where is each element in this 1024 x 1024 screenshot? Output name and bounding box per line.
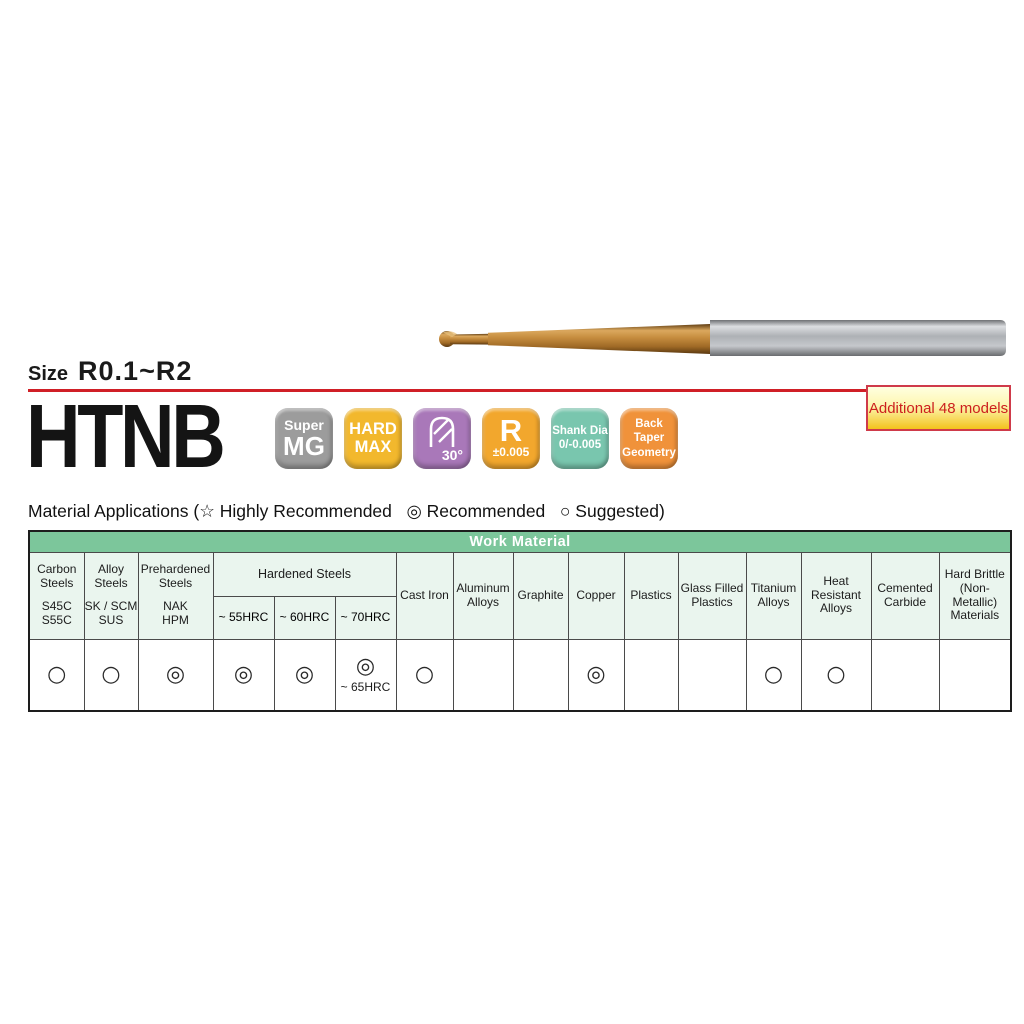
tapered-body bbox=[488, 324, 710, 354]
column-detail: SK / SCM SUS bbox=[84, 598, 138, 627]
column-header-plastics: Plastics bbox=[623, 551, 679, 640]
rating-symbol: ○ bbox=[47, 661, 67, 687]
column-name: Aluminum Alloys bbox=[456, 580, 510, 609]
r-tolerance-badge: R ±0.005 bbox=[482, 408, 540, 469]
column-header-copper: Copper bbox=[567, 551, 625, 640]
helix-30-badge: 30° bbox=[413, 408, 471, 469]
rating-symbol: ○ bbox=[763, 661, 784, 687]
subcolumn-label: ~ 70HRC bbox=[340, 609, 391, 624]
column-header-aluminum-alloys: Aluminum Alloys bbox=[452, 551, 514, 640]
shank-dia-badge: Shank Dia 0/-0.005 bbox=[551, 408, 609, 469]
subcolumn-70hrc: ~ 70HRC bbox=[334, 595, 397, 640]
subcolumn-label: ~ 60HRC bbox=[279, 609, 330, 624]
column-name: Prehardened Steels bbox=[140, 562, 211, 591]
column-header-carbon-steels: Carbon Steels S45C S55C bbox=[28, 551, 85, 640]
additional-models-note: Additional 48 models bbox=[866, 385, 1011, 431]
rating-cell-plastics bbox=[623, 638, 679, 712]
rating-cell-prehardened-steels: ◎ bbox=[137, 638, 214, 712]
shank bbox=[710, 320, 1006, 356]
end-mill-product-image bbox=[439, 320, 1006, 356]
product-name: HTNB bbox=[26, 387, 226, 487]
column-header-titanium-alloys: Titanium Alloys bbox=[745, 551, 802, 640]
rating-cell-graphite bbox=[512, 638, 569, 712]
badge-text: Back Taper bbox=[633, 417, 665, 445]
column-header-alloy-steels: Alloy Steels SK / SCM SUS bbox=[83, 551, 139, 640]
column-name: Titanium Alloys bbox=[750, 580, 797, 609]
rating-cell-aluminum-alloys bbox=[452, 638, 514, 712]
rating-cell-cemented-carbide bbox=[870, 638, 940, 712]
rating-cell-alloy-steels: ○ bbox=[83, 638, 139, 712]
badge-text: MG bbox=[283, 430, 325, 461]
rating-cell-60hrc: ◎ bbox=[273, 638, 336, 712]
material-applications-legend: Material Applications (☆ Highly Recommen… bbox=[28, 501, 665, 521]
hard-max-badge: HARD MAX bbox=[344, 408, 402, 469]
subcolumn-label: ~ 55HRC bbox=[218, 609, 269, 624]
rating-cell-cast-iron: ○ bbox=[395, 638, 454, 712]
column-header-graphite: Graphite bbox=[512, 551, 569, 640]
subcolumn-55hrc: ~ 55HRC bbox=[212, 595, 275, 640]
table-title: Work Material bbox=[28, 530, 1012, 553]
super-mg-badge: Super MG bbox=[275, 408, 333, 469]
badge-text: Shank Dia bbox=[552, 424, 608, 437]
column-name: Cemented Carbide bbox=[877, 580, 933, 609]
rating-cell-70hrc: ◎ ~ 65HRC bbox=[334, 638, 397, 712]
column-name: Hard Brittle (Non-Metallic) Materials bbox=[944, 566, 1005, 623]
column-name: Graphite bbox=[517, 587, 564, 602]
badge-text: HARD bbox=[349, 420, 397, 439]
rating-cell-carbon-steels: ○ bbox=[28, 638, 85, 712]
rating-symbol: ◎ bbox=[586, 661, 606, 687]
column-name: Copper bbox=[576, 587, 616, 602]
column-name: Glass Filled Plastics bbox=[680, 580, 744, 609]
rating-symbol: ○ bbox=[826, 661, 846, 687]
badge-text: R bbox=[499, 413, 523, 449]
column-header-prehardened-steels: Prehardened Steels NAK HPM bbox=[137, 551, 214, 640]
column-header-glass-filled-plastics: Glass Filled Plastics bbox=[677, 551, 747, 640]
rating-cell-glass-filled-plastics bbox=[677, 638, 747, 712]
badge-text: Geometry bbox=[622, 446, 676, 459]
work-material-table: Work Material Carbon Steels S45C S55C Al… bbox=[28, 530, 1013, 712]
rating-cell-copper: ◎ bbox=[567, 638, 625, 712]
rating-symbol: ○ bbox=[414, 661, 435, 687]
badge-text: 0/-0.005 bbox=[558, 438, 602, 451]
rating-note: ~ 65HRC bbox=[340, 680, 391, 695]
size-label: Size bbox=[28, 363, 69, 385]
ball-nose-helix-icon bbox=[429, 416, 455, 447]
rating-symbol: ○ bbox=[101, 661, 121, 687]
rating-row: ○ ○ ◎ ◎ ◎ ◎ ~ 65HRC ○ ◎ ○ ○ bbox=[28, 638, 1012, 712]
subcolumn-60hrc: ~ 60HRC bbox=[273, 595, 336, 640]
column-name: Cast Iron bbox=[400, 587, 449, 602]
badge-text: ±0.005 bbox=[492, 445, 530, 460]
column-group-hardened-steels: Hardened Steels bbox=[212, 551, 397, 597]
red-divider-line bbox=[28, 389, 868, 392]
column-header-heat-resistant-alloys: Heat Resistant Alloys bbox=[800, 551, 872, 640]
rating-symbol: ◎ bbox=[165, 661, 186, 687]
column-name: Alloy Steels bbox=[94, 562, 128, 591]
rating-cell-heat-resistant-alloys: ○ bbox=[800, 638, 872, 712]
badge-text: Super bbox=[284, 417, 324, 434]
column-name: Plastics bbox=[630, 587, 672, 602]
rating-symbol: ◎ bbox=[294, 661, 315, 687]
rating-symbol: ◎ bbox=[355, 654, 376, 680]
ball-cut-highlight bbox=[443, 331, 457, 337]
badge-text: 30° bbox=[441, 447, 463, 463]
badge-text: MAX bbox=[354, 437, 392, 456]
column-header-hard-brittle-materials: Hard Brittle (Non-Metallic) Materials bbox=[938, 551, 1012, 640]
feature-badges: Super MG HARD MAX 30° R ±0.005 Shank Dia… bbox=[275, 408, 678, 469]
size-heading: Size R0.1~R2 bbox=[28, 356, 192, 387]
column-header-cemented-carbide: Cemented Carbide bbox=[870, 551, 940, 640]
flute-neck bbox=[450, 333, 492, 345]
column-header-cast-iron: Cast Iron bbox=[395, 551, 454, 640]
back-taper-badge: Back Taper Geometry bbox=[620, 408, 678, 469]
column-name: Carbon Steels bbox=[37, 562, 77, 591]
rating-symbol: ◎ bbox=[233, 661, 254, 687]
size-range-value: R0.1~R2 bbox=[78, 356, 193, 386]
rating-cell-55hrc: ◎ bbox=[212, 638, 275, 712]
column-detail: NAK HPM bbox=[162, 598, 189, 627]
rating-cell-hard-brittle-materials bbox=[938, 638, 1012, 712]
column-name: Heat Resistant Alloys bbox=[810, 573, 862, 616]
column-detail: S45C S55C bbox=[41, 598, 72, 627]
rating-cell-titanium-alloys: ○ bbox=[745, 638, 802, 712]
